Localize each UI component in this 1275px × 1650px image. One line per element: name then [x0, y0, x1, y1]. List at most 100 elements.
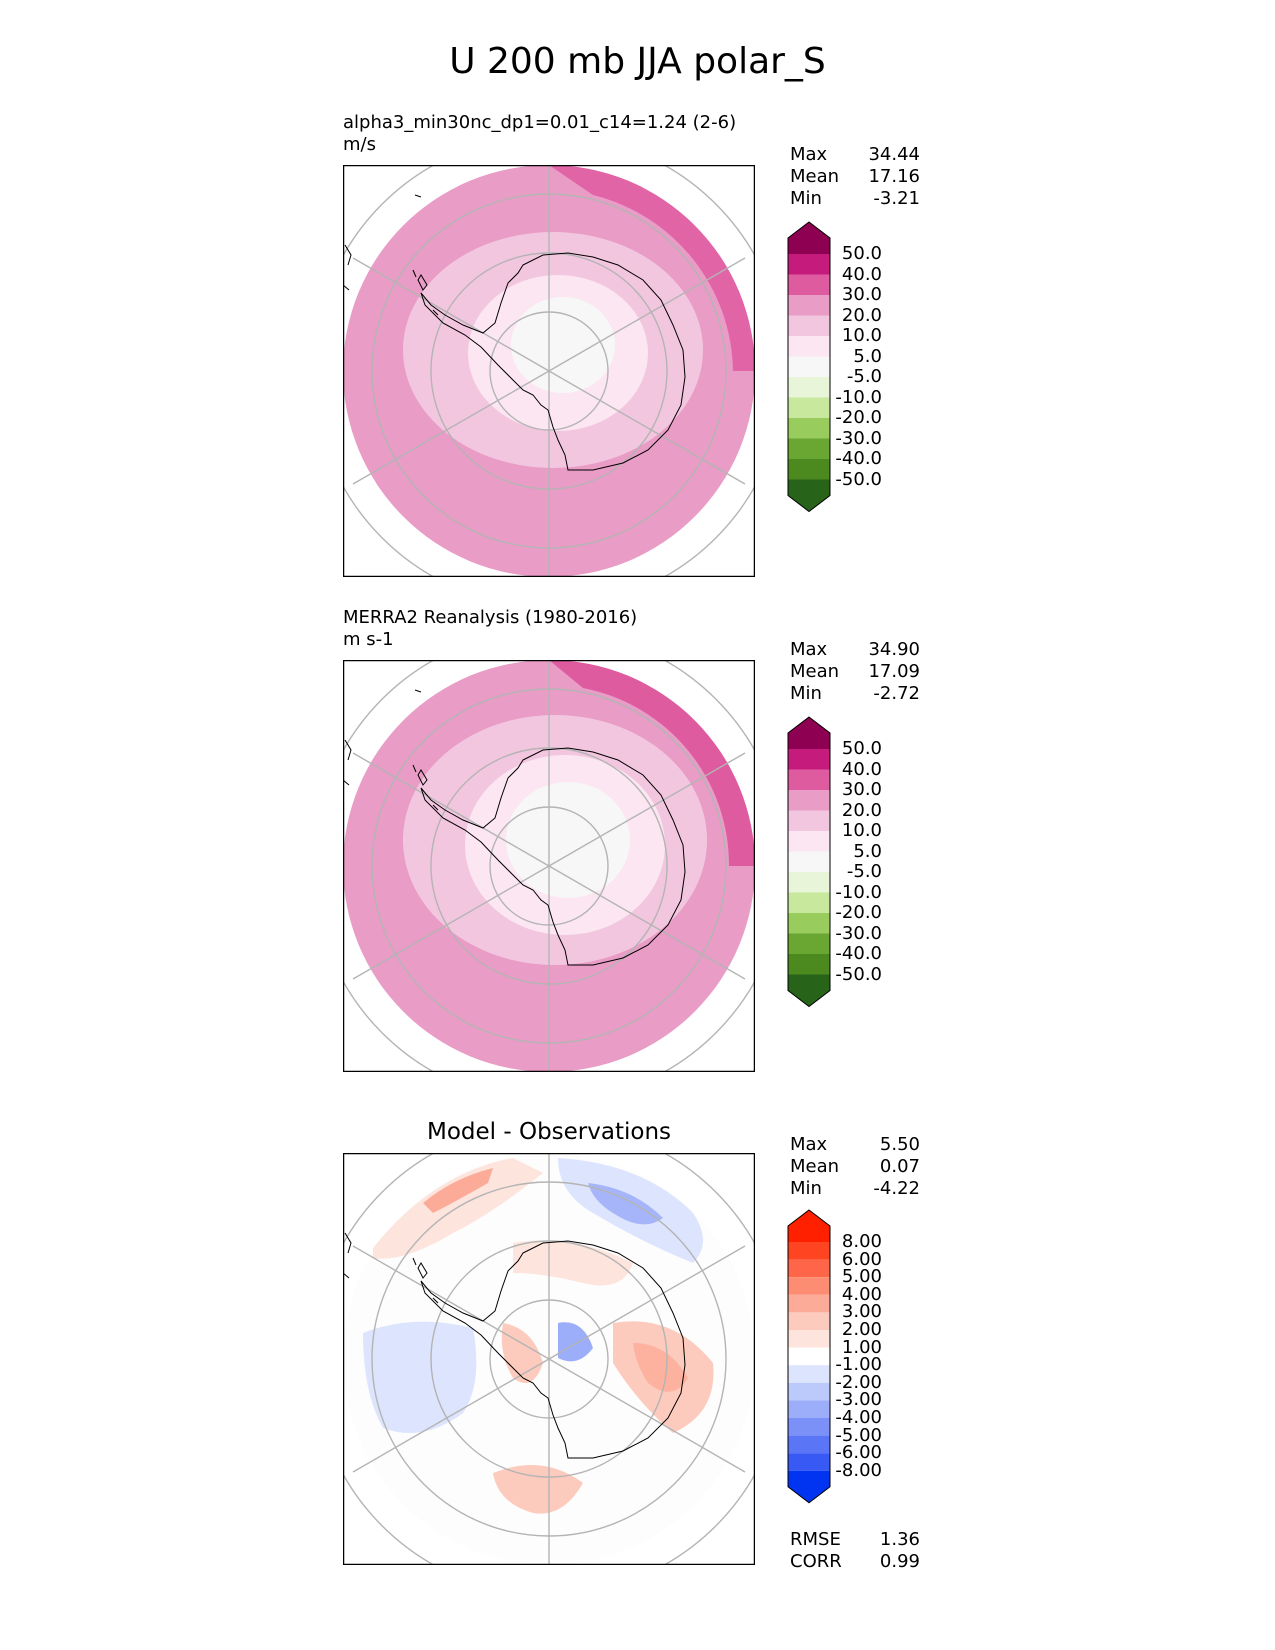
stat-mean: Mean 0.07 — [790, 1156, 920, 1177]
colorbar-tick-label: 5.00 — [841, 1266, 882, 1288]
colorbar-tick-label: -50.0 — [835, 468, 882, 490]
colorbar-tick-label: -2.00 — [835, 1371, 882, 1393]
colorbar-tick-label: -3.00 — [835, 1389, 882, 1411]
colorbar-tick-label: -5.0 — [846, 366, 882, 387]
panel3-title: Model - Observations — [426, 1119, 671, 1145]
colorbar-tick-label: 5.0 — [853, 840, 882, 862]
colorbar-segment — [788, 717, 830, 749]
colorbar-tick-label: -6.00 — [835, 1442, 882, 1464]
colorbar-svg — [787, 221, 831, 513]
panel1-subtitle-line1: alpha3_min30nc_dp1=0.01_c14=1.24 (2-6) — [343, 112, 737, 133]
colorbar-segment — [788, 295, 830, 316]
colorbar-segment — [788, 336, 830, 357]
panel1-subtitle-line2: m/s — [343, 134, 376, 155]
colorbar-segment — [788, 749, 830, 770]
colorbar-segment — [788, 769, 830, 790]
colorbar-segment — [788, 831, 830, 852]
colorbar-tick-label: 4.00 — [841, 1283, 882, 1305]
colorbar-tick-label: -5.0 — [846, 861, 882, 882]
stat-max: Max 34.44 — [790, 144, 920, 165]
panel1-colorbar — [787, 221, 836, 513]
colorbar-svg — [787, 716, 831, 1008]
panel3-metrics: RMSE 1.36 CORR 0.99 — [790, 1529, 920, 1573]
colorbar-segment — [788, 418, 830, 439]
panel2-colorbar — [787, 716, 836, 1008]
panel1-model-map — [343, 165, 755, 577]
colorbar-tick-label: -4.00 — [835, 1407, 882, 1428]
colorbar-tick-label: 20.0 — [841, 799, 882, 821]
panel2-subtitle-line2: m s-1 — [343, 629, 394, 650]
colorbar-segment — [788, 397, 830, 418]
colorbar-tick-label: 5.0 — [853, 345, 882, 367]
colorbar-tick-label: 50.0 — [841, 243, 882, 264]
colorbar-tick-label: 40.0 — [841, 758, 882, 780]
colorbar-segment — [788, 438, 830, 459]
colorbar-tick-label: -30.0 — [835, 922, 882, 944]
panel3-colorbar — [787, 1209, 836, 1504]
panel2-obs-map — [343, 660, 755, 1072]
colorbar-segment — [788, 1259, 830, 1278]
colorbar-segment — [788, 274, 830, 295]
figure-title: U 200 mb JJA polar_S — [449, 41, 826, 82]
colorbar-segment — [788, 1210, 830, 1242]
colorbar-tick-label: 50.0 — [841, 738, 882, 759]
colorbar-segment — [788, 222, 830, 254]
panel2-stats: Max 34.90 Mean 17.09 Min -2.72 — [790, 639, 920, 705]
colorbar-segment — [788, 913, 830, 934]
colorbar-tick-label: 10.0 — [841, 325, 882, 346]
colorbar-outline — [787, 1209, 831, 1504]
colorbar-tick-label: 6.00 — [841, 1248, 882, 1270]
colorbar-segment — [788, 1277, 830, 1295]
colorbar-segment — [788, 892, 830, 913]
colorbar-segment — [788, 1365, 830, 1383]
colorbar-segment — [788, 377, 830, 398]
colorbar-tick-label: -50.0 — [835, 963, 882, 985]
colorbar-segment — [788, 1294, 830, 1313]
colorbar-segment — [788, 356, 830, 377]
metric-corr: CORR 0.99 — [790, 1551, 920, 1572]
colorbar-segment — [788, 1242, 830, 1260]
panel3-stats: Max 5.50 Mean 0.07 Min -4.22 — [790, 1134, 920, 1200]
stat-mean: Mean 17.16 — [790, 166, 920, 187]
colorbar-tick-label: 8.00 — [841, 1231, 882, 1252]
colorbar-segment — [788, 1435, 830, 1454]
colorbar-segment — [788, 1400, 830, 1418]
colorbar-segment — [788, 315, 830, 336]
colorbar-tick-label: -20.0 — [835, 407, 882, 428]
colorbar-tick-label: 10.0 — [841, 820, 882, 841]
colorbar-segment — [788, 1418, 830, 1436]
colorbar-segment — [788, 872, 830, 893]
colorbar-tick-label: 30.0 — [841, 284, 882, 305]
stat-min: Min -4.22 — [790, 1178, 920, 1199]
stat-max: Max 34.90 — [790, 639, 920, 660]
colorbar-segment — [788, 974, 830, 1007]
panel1-stats: Max 34.44 Mean 17.16 Min -3.21 — [790, 144, 920, 210]
stat-min: Min -3.21 — [790, 188, 920, 209]
colorbar-segment — [788, 254, 830, 275]
colorbar-tick-label: -5.00 — [835, 1424, 882, 1446]
stat-min: Min -2.72 — [790, 683, 920, 704]
colorbar-tick-label: -1.00 — [835, 1354, 882, 1376]
panel2-subtitle-line1: MERRA2 Reanalysis (1980-2016) — [343, 607, 638, 628]
stat-max: Max 5.50 — [790, 1134, 920, 1155]
colorbar-svg — [787, 1209, 831, 1504]
metric-rmse: RMSE 1.36 — [790, 1529, 920, 1550]
colorbar-segment — [788, 1347, 830, 1366]
colorbar-segment — [788, 790, 830, 811]
colorbar-outline — [787, 716, 831, 1008]
colorbar-segment — [788, 479, 830, 512]
colorbar-tick-label: -10.0 — [835, 386, 882, 408]
colorbar-segment — [788, 1470, 830, 1503]
colorbar-segment — [788, 1382, 830, 1401]
colorbar-tick-label: 1.00 — [841, 1336, 882, 1358]
colorbar-tick-label: 40.0 — [841, 263, 882, 285]
colorbar-segment — [788, 459, 830, 480]
colorbar-tick-label: 20.0 — [841, 304, 882, 326]
panel3-difference-map — [343, 1153, 755, 1565]
colorbar-segment — [788, 810, 830, 831]
colorbar-tick-label: 3.00 — [841, 1301, 882, 1323]
colorbar-tick-label: 30.0 — [841, 779, 882, 800]
colorbar-tick-label: -20.0 — [835, 902, 882, 923]
stat-mean: Mean 17.09 — [790, 661, 920, 682]
colorbar-segment — [788, 1330, 830, 1348]
